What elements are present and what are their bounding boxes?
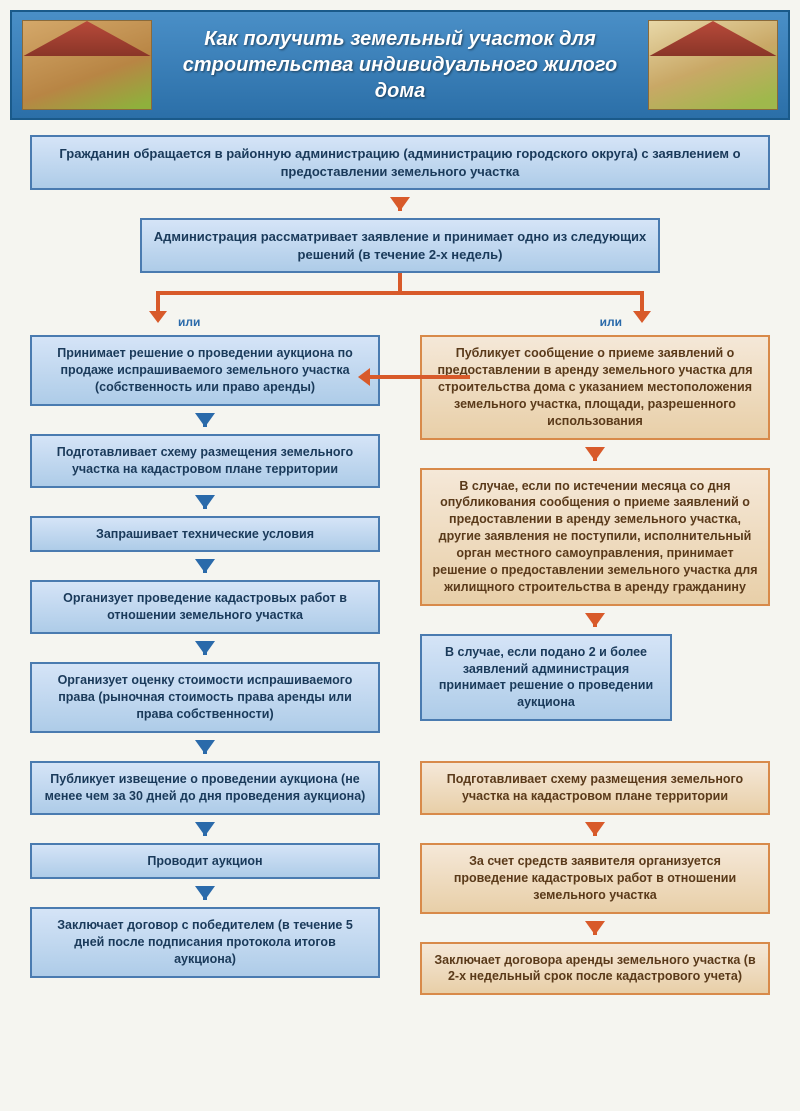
right-step-3-auction-branch: В случае, если подано 2 и более заявлени…: [420, 634, 672, 722]
left-step-5: Организует оценку стоимости испрашиваемо…: [30, 662, 380, 733]
left-step-8: Заключает договор с победителем (в течен…: [30, 907, 380, 978]
left-column: Принимает решение о проведении аукциона …: [30, 335, 380, 995]
right-step-1: Публикует сообщение о приеме заявлений о…: [420, 335, 770, 439]
page-title: Как получить земельный участок для строи…: [152, 26, 648, 104]
cross-arrow-top: [370, 375, 470, 379]
house-illustration-right: [648, 20, 778, 110]
left-step-3: Запрашивает технические условия: [30, 516, 380, 553]
header-banner: Как получить земельный участок для строи…: [10, 10, 790, 120]
left-step-4: Организует проведение кадастровых работ …: [30, 580, 380, 634]
flow-box-citizen-request: Гражданин обращается в районную админист…: [30, 135, 770, 190]
right-column: Публикует сообщение о приеме заявлений о…: [420, 335, 770, 995]
left-step-6: Публикует извещение о проведении аукцион…: [30, 761, 380, 815]
left-step-7: Проводит аукцион: [30, 843, 380, 880]
or-label-right: или: [600, 315, 622, 329]
right-step-2: В случае, если по истечении месяца со дн…: [420, 468, 770, 606]
arrow-down: [10, 190, 790, 218]
flow-box-admin-decision: Администрация рассматривает заявление и …: [140, 218, 660, 273]
flow-split: или или: [30, 273, 770, 335]
right-step-4: Подготавливает схему размещения земельно…: [420, 761, 770, 815]
right-step-5: За счет средств заявителя организуется п…: [420, 843, 770, 914]
house-illustration-left: [22, 20, 152, 110]
or-label-left: или: [178, 315, 200, 329]
flow-columns: Принимает решение о проведении аукциона …: [30, 335, 770, 995]
right-step-6: Заключает договора аренды земельного уча…: [420, 942, 770, 996]
left-step-1: Принимает решение о проведении аукциона …: [30, 335, 380, 406]
left-step-2: Подготавливает схему размещения земельно…: [30, 434, 380, 488]
